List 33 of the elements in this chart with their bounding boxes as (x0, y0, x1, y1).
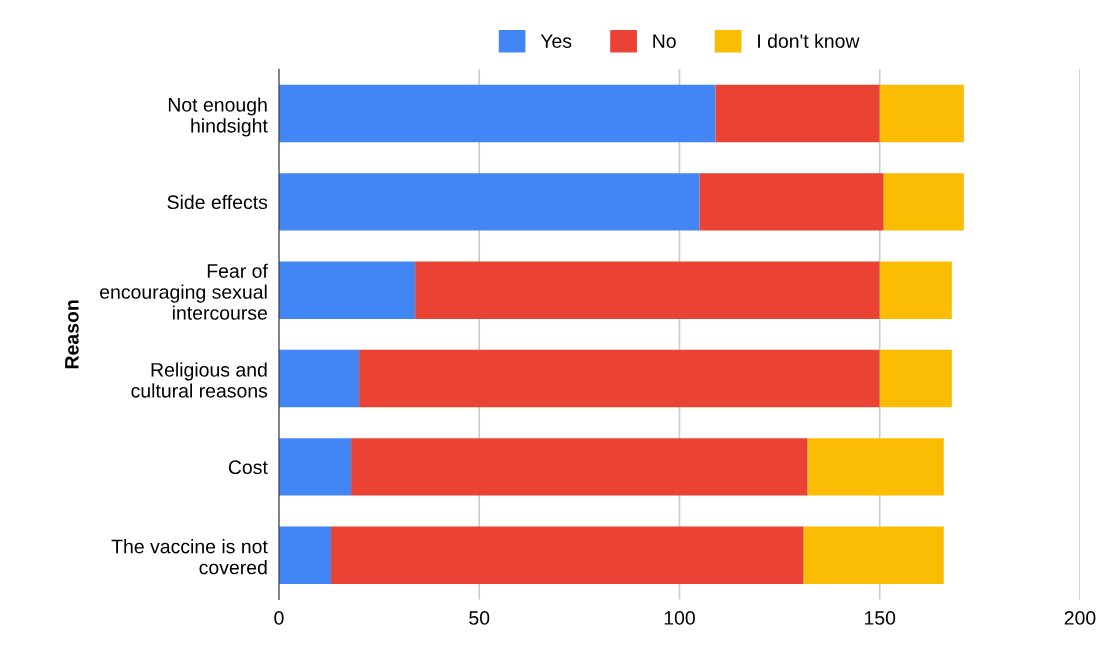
x-tick-label: 200 (1064, 611, 1096, 625)
bar (807, 438, 944, 496)
legend-label: No (653, 34, 676, 48)
x-tick-label: 150 (864, 611, 896, 625)
bar (359, 349, 880, 408)
bar (278, 438, 352, 496)
bar (879, 261, 952, 319)
y-tick-label: Not enough hindsight (168, 97, 268, 137)
y-tick-label: The vaccine is not covered (111, 539, 268, 575)
bar (331, 526, 804, 584)
y-axis-title: Reason (65, 300, 79, 369)
bar (715, 84, 880, 143)
legend-label: Yes (540, 34, 572, 48)
bar (278, 173, 700, 231)
x-tick-label: 0 (274, 611, 284, 625)
bar (879, 84, 964, 143)
bar (278, 349, 360, 408)
y-tick-label: Fear of encouraging sexual intercourse (100, 263, 268, 320)
x-tick-label: 50 (469, 611, 490, 625)
bar (278, 84, 716, 143)
bar (278, 526, 332, 584)
bar (699, 173, 884, 231)
y-tick-label: Religious and cultural reasons (131, 362, 268, 398)
bar (278, 261, 416, 319)
x-tick-label: 100 (664, 611, 695, 625)
y-tick-label: Cost (228, 460, 268, 475)
bar (879, 349, 952, 408)
y-tick-label: Side effects (167, 194, 268, 210)
legend-label: I don't know (758, 33, 860, 48)
bar (883, 173, 964, 231)
bar (351, 438, 808, 496)
bar (803, 526, 944, 584)
bar (415, 261, 880, 319)
